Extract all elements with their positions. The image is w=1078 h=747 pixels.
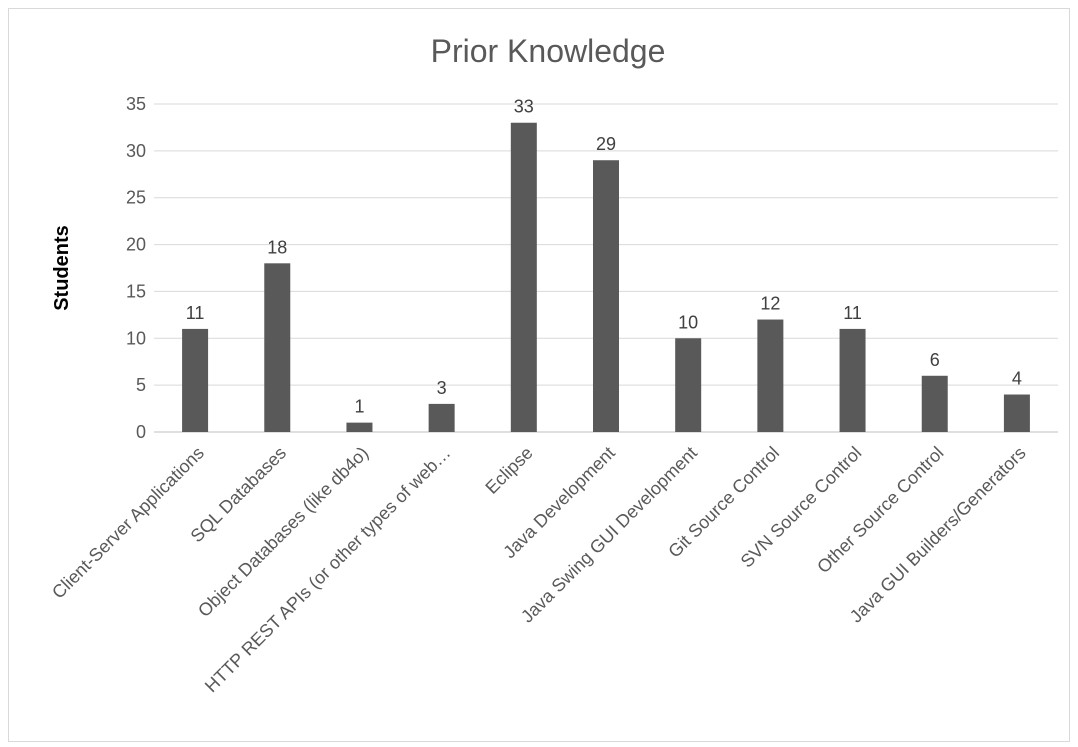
y-tick-label: 15	[126, 281, 146, 301]
x-tick-label: Client-Server Applications	[48, 443, 208, 603]
bar	[921, 375, 948, 432]
y-tick-label: 20	[126, 235, 146, 255]
chart-title: Prior Knowledge	[431, 33, 666, 69]
bar	[593, 160, 619, 432]
data-label: 4	[1012, 369, 1022, 389]
bar	[182, 328, 209, 432]
data-label: 11	[186, 303, 205, 323]
x-tick-label: Eclipse	[481, 443, 536, 498]
bar	[346, 422, 373, 432]
data-label: 3	[437, 378, 447, 398]
y-axis-ticks: 0 5 10 15 20 25 30 35	[126, 94, 146, 442]
data-label: 1	[354, 397, 364, 417]
y-tick-label: 10	[126, 328, 146, 348]
bar	[428, 403, 455, 432]
bar	[757, 319, 784, 432]
bar	[264, 263, 291, 432]
y-tick-label: 30	[126, 141, 146, 161]
y-axis-label: Students	[51, 225, 73, 311]
y-tick-label: 5	[136, 375, 146, 395]
x-tick-label: Java Swing GUI Development	[517, 443, 701, 627]
y-tick-label: 25	[126, 188, 146, 208]
x-tick-label: Java GUI Builders/Generators	[846, 443, 1030, 627]
data-label: 12	[760, 294, 780, 314]
data-label: 11	[843, 303, 862, 323]
data-label: 10	[678, 312, 698, 332]
data-label: 18	[267, 237, 287, 257]
x-tick-label: Object Databases (like db4o)	[194, 443, 372, 621]
bar	[510, 122, 537, 432]
bar	[1003, 394, 1030, 432]
data-label: 6	[930, 350, 940, 370]
data-label: 33	[514, 97, 534, 117]
y-tick-label: 35	[126, 94, 146, 114]
y-tick-label: 0	[136, 422, 146, 442]
data-label: 29	[596, 134, 616, 154]
bar	[675, 338, 702, 432]
bars	[182, 122, 1030, 432]
bar	[839, 328, 866, 432]
